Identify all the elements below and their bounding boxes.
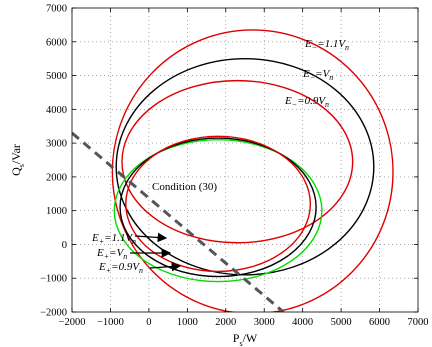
x-tick-label: 1000	[177, 317, 198, 328]
x-axis-label: Ps/W	[233, 331, 258, 347]
axes-layer	[71, 7, 419, 313]
label-eminus-1-1: E−=1.1Vn	[304, 38, 349, 52]
y-tick-label: −1000	[40, 274, 67, 285]
y-tick-label: 2000	[46, 172, 67, 183]
curve-6	[125, 135, 312, 273]
y-tick-label: 0	[62, 240, 67, 251]
y-tick-label: −2000	[40, 308, 67, 319]
labels-layer: −2000 −1000 0 1000 2000 3000 4000 5000 6000 7000 −…	[9, 4, 429, 347]
x-tick-label: −2000	[59, 317, 86, 328]
label-eplus-1-1: E+=1.1Vn	[91, 232, 136, 246]
x-tick-label: −1000	[97, 317, 124, 328]
curve-1	[111, 29, 394, 312]
label-eplus-0-9: E+=0.9Vn	[98, 261, 143, 275]
curve-5	[119, 137, 317, 278]
y-tick-label: 7000	[46, 4, 67, 15]
y-tick-label: 4000	[46, 105, 67, 116]
curve-4	[113, 139, 323, 283]
x-tick-label: 5000	[331, 317, 352, 328]
label-eminus-0-9: E−=0.9Vn	[284, 95, 329, 109]
condition-line	[72, 131, 285, 312]
axes-box	[71, 7, 419, 313]
label-eminus-1-0: E−=Vn	[302, 68, 333, 82]
x-tick-label: 4000	[292, 317, 313, 328]
y-axis-label: Qs/Var	[9, 144, 26, 176]
y-tick-label: 5000	[46, 71, 67, 82]
y-tick-label: 3000	[46, 139, 67, 150]
y-tick-label: 6000	[46, 37, 67, 48]
annotation-arrow	[149, 261, 182, 272]
label-eplus-1-0: E+=Vn	[96, 247, 127, 261]
x-tick-label: 6000	[369, 317, 390, 328]
curve-2	[115, 57, 375, 276]
annotation-arrow	[134, 232, 168, 243]
data-layer	[72, 29, 394, 312]
x-tick-label: 7000	[408, 317, 429, 328]
grid-layer	[72, 8, 418, 312]
y-tick-label: 1000	[46, 206, 67, 217]
x-tick-label: 0	[146, 317, 151, 328]
x-tick-label: 2000	[215, 317, 236, 328]
x-tick-label: 3000	[254, 317, 275, 328]
annotation-layer: E−=1.1Vn E−=Vn E−=0.9Vn E+=1.1VnE+=VnE+=0.9…	[91, 38, 349, 275]
curve-3	[121, 79, 354, 244]
condition-label: Condition (30)	[152, 181, 217, 193]
